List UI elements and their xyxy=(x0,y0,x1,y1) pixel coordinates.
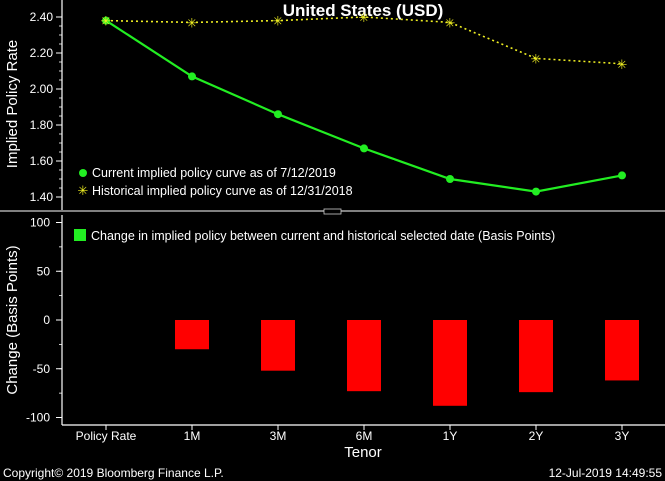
current-curve-point xyxy=(360,144,368,153)
historical-curve-point: ✳ xyxy=(273,15,284,30)
change-bar xyxy=(519,320,553,393)
x-tick-label: 1M xyxy=(184,429,201,443)
x-tick-label: 1Y xyxy=(443,429,458,443)
bottom-legend: Change in implied policy between current… xyxy=(70,222,618,248)
current-curve-point xyxy=(188,72,196,81)
timestamp-text: 12-Jul-2019 14:49:55 xyxy=(549,466,663,480)
historical-curve-line xyxy=(105,16,623,65)
historical-curve-point: ✳ xyxy=(101,15,112,30)
x-axis-title: Tenor xyxy=(344,444,382,461)
panel-divider[interactable] xyxy=(0,208,665,215)
x-tick-label: 3Y xyxy=(615,429,630,443)
top-legend: Current implied policy curve as of 7/12/… xyxy=(74,160,394,202)
bottom-y-axis: -100 -50 0 50 100 xyxy=(26,216,62,425)
top-y-tick-label: 2.20 xyxy=(30,46,54,60)
historical-curve-point: ✳ xyxy=(617,58,628,73)
top-y-tick-label: 2.40 xyxy=(30,10,54,24)
legend-change-label: Change in implied policy between current… xyxy=(91,229,555,243)
legend-marker-historical: ✳ xyxy=(78,184,89,199)
top-y-tick-label: 1.80 xyxy=(30,118,54,132)
top-y-tick-label: 1.40 xyxy=(30,190,54,204)
current-curve-point xyxy=(532,187,540,196)
top-plot-area: ✳ ✳ ✳ ✳ ✳ ✳ ✳ xyxy=(101,11,628,196)
historical-curve-point: ✳ xyxy=(445,16,456,31)
copyright-text: Copyright© 2019 Bloomberg Finance L.P. xyxy=(3,466,224,480)
top-y-tick-label: 2.00 xyxy=(30,82,54,96)
change-bar xyxy=(605,320,639,381)
top-y-axis: 1.40 1.60 1.80 2.00 2.20 2.40 xyxy=(30,10,62,204)
change-bar xyxy=(175,320,209,350)
bottom-plot-area xyxy=(175,320,639,406)
current-curve-point xyxy=(618,171,626,180)
bottom-y-tick-label: 100 xyxy=(30,216,50,230)
current-curve-point xyxy=(102,16,110,25)
x-tick-label: 2Y xyxy=(529,429,544,443)
bottom-y-tick-label: 0 xyxy=(43,313,50,327)
historical-curve-point: ✳ xyxy=(531,52,542,67)
change-bar xyxy=(347,320,381,392)
x-tick-label: 6M xyxy=(356,429,373,443)
legend-marker-current xyxy=(79,169,87,177)
bottom-y-tick-label: -100 xyxy=(26,411,50,425)
change-bar xyxy=(433,320,467,406)
change-bar xyxy=(261,320,295,371)
legend-marker-change xyxy=(74,229,86,241)
chart-title: United States (USD) xyxy=(283,1,444,20)
x-axis: Policy Rate 1M 3M 6M 1Y 2Y 3Y xyxy=(76,425,630,443)
top-y-tick-label: 1.60 xyxy=(30,154,54,168)
bottom-y-tick-label: 50 xyxy=(37,264,51,278)
legend-historical-label: Historical implied policy curve as of 12… xyxy=(92,184,353,198)
legend-current-label: Current implied policy curve as of 7/12/… xyxy=(92,166,336,180)
x-tick-label: 3M xyxy=(270,429,287,443)
current-curve-point xyxy=(274,110,282,119)
historical-curve-point: ✳ xyxy=(187,16,198,31)
historical-curve-point: ✳ xyxy=(359,11,370,26)
bottom-y-tick-label: -50 xyxy=(33,362,51,376)
x-tick-label: Policy Rate xyxy=(76,429,137,443)
current-curve-point xyxy=(446,175,454,183)
top-y-axis-title: Implied Policy Rate xyxy=(4,40,21,168)
bottom-y-axis-title: Change (Basis Points) xyxy=(4,245,21,394)
